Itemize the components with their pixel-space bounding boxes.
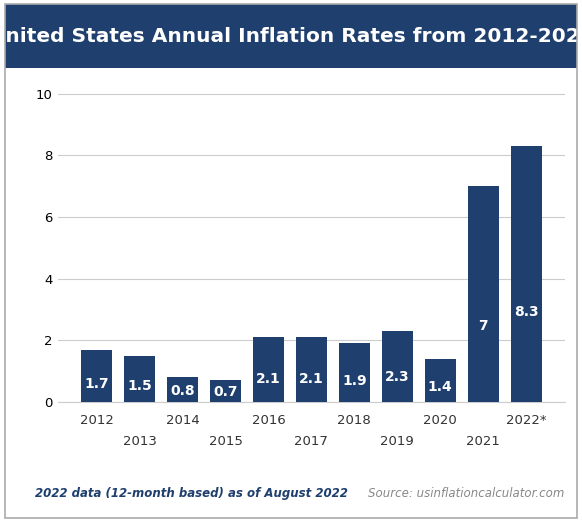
Text: 1.4: 1.4 [428,380,453,394]
Text: 2021: 2021 [466,435,500,447]
Bar [81,350,112,402]
Text: 2.1: 2.1 [299,372,324,386]
Text: 2020: 2020 [423,414,457,426]
Text: 2018: 2018 [338,414,371,426]
Text: 7: 7 [478,319,488,334]
Text: 2022*: 2022* [506,414,546,426]
Text: United States Annual Inflation Rates from 2012-2022: United States Annual Inflation Rates fro… [0,27,582,45]
Text: 2016: 2016 [251,414,285,426]
Bar [425,359,456,402]
Bar [253,337,284,402]
Bar [382,331,413,402]
Text: 2015: 2015 [208,435,243,447]
Text: 0.7: 0.7 [213,385,237,399]
Text: 2.1: 2.1 [256,372,281,386]
Text: 2017: 2017 [294,435,328,447]
Text: 2022 data (12-month based) as of August 2022: 2022 data (12-month based) as of August … [35,487,348,500]
Text: 2014: 2014 [166,414,200,426]
Bar [510,146,541,402]
Text: 2.3: 2.3 [385,370,410,384]
Text: 2019: 2019 [381,435,414,447]
Text: 2012: 2012 [80,414,113,426]
Bar [468,186,499,402]
Text: 1.5: 1.5 [127,379,152,393]
Bar [167,377,198,402]
Text: 1.7: 1.7 [84,376,109,390]
Bar [124,355,155,402]
Text: Source: usinflationcalculator.com: Source: usinflationcalculator.com [368,487,565,500]
Text: 2013: 2013 [123,435,157,447]
Bar [339,343,370,402]
Text: 0.8: 0.8 [171,384,195,398]
Bar [210,381,241,402]
Bar [296,337,327,402]
Text: 1.9: 1.9 [342,374,367,388]
Text: 8.3: 8.3 [514,305,538,319]
